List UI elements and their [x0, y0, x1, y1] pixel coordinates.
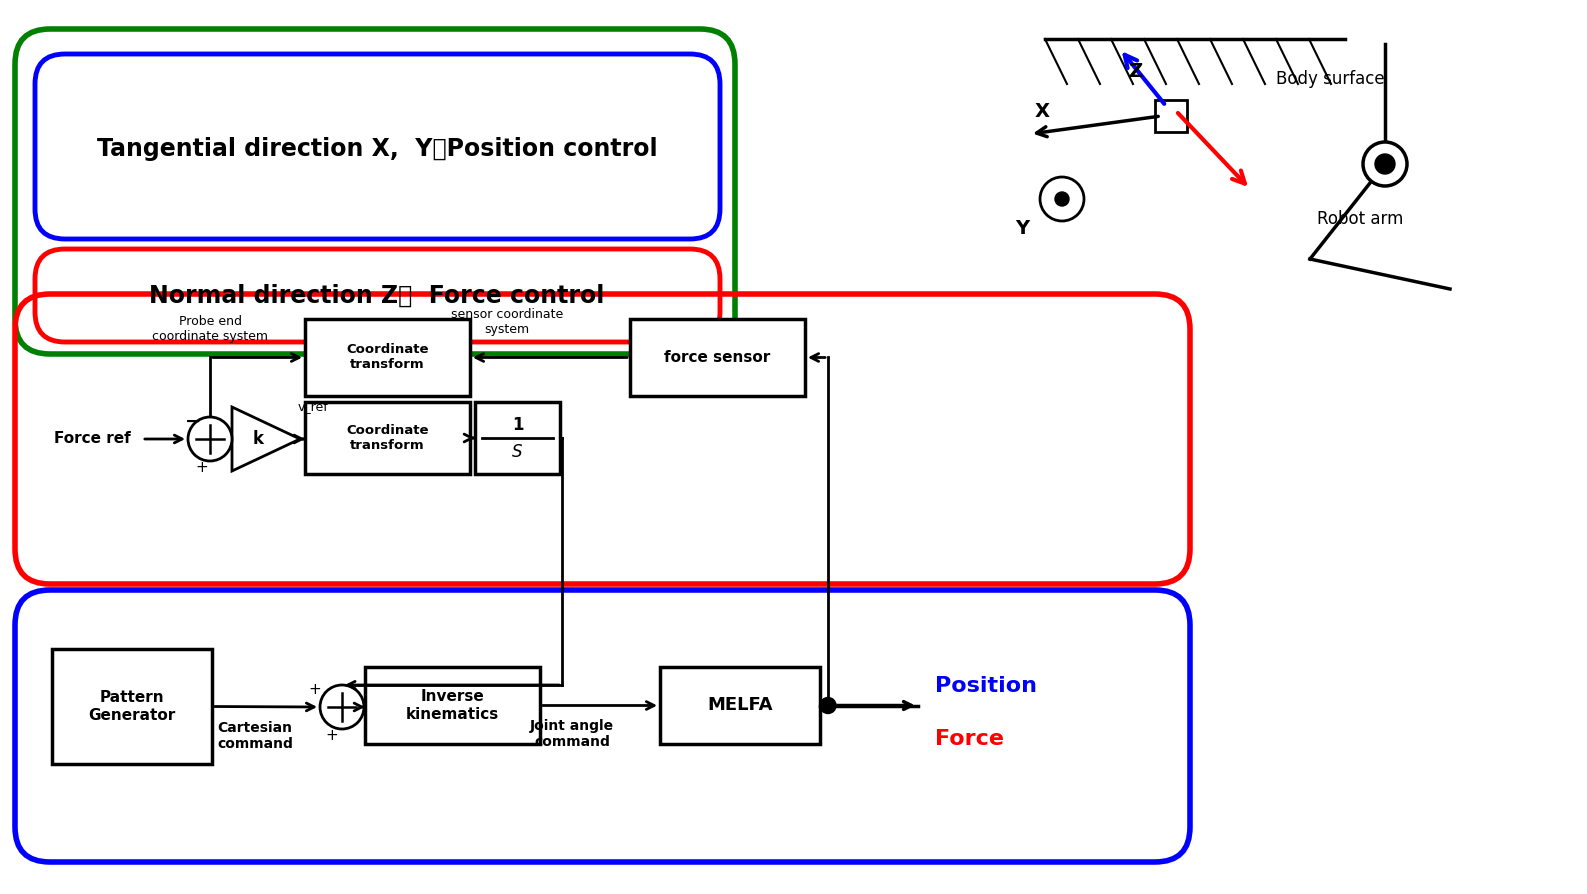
- Circle shape: [820, 697, 836, 713]
- Text: S: S: [513, 443, 522, 461]
- Text: +: +: [325, 728, 338, 743]
- Text: k: k: [252, 430, 263, 448]
- Text: Y: Y: [1016, 220, 1028, 239]
- Text: force sensor: force sensor: [665, 350, 771, 365]
- Text: Z: Z: [1128, 63, 1143, 81]
- Text: Coordinate
transform: Coordinate transform: [346, 424, 428, 452]
- Text: v_ref: v_ref: [298, 401, 329, 414]
- Bar: [365, 667, 540, 744]
- Text: Coordinate
transform: Coordinate transform: [346, 343, 428, 372]
- Text: sensor coordinate
system: sensor coordinate system: [451, 308, 563, 336]
- Bar: [305, 402, 470, 474]
- Text: Force ref: Force ref: [54, 432, 130, 446]
- Text: Normal direction Z：  Force control: Normal direction Z： Force control: [149, 284, 605, 308]
- Text: Position: Position: [935, 676, 1036, 696]
- Bar: [475, 402, 560, 474]
- Text: −: −: [184, 411, 202, 431]
- Circle shape: [187, 417, 232, 461]
- Text: Robot arm: Robot arm: [1317, 210, 1403, 228]
- Text: Cartesian
command: Cartesian command: [217, 721, 294, 751]
- Circle shape: [1055, 192, 1070, 206]
- Bar: [52, 649, 213, 764]
- Circle shape: [321, 685, 363, 729]
- Text: 1: 1: [511, 416, 524, 434]
- Bar: [305, 319, 470, 396]
- Text: +: +: [195, 460, 208, 475]
- Text: MELFA: MELFA: [708, 696, 773, 714]
- Circle shape: [1039, 177, 1084, 221]
- Bar: [660, 667, 820, 744]
- Circle shape: [1363, 142, 1408, 186]
- Circle shape: [1374, 154, 1395, 174]
- Text: +: +: [308, 681, 322, 696]
- Bar: [630, 319, 805, 396]
- Text: Body surface: Body surface: [1276, 70, 1384, 88]
- Text: Joint angle
command: Joint angle command: [530, 719, 614, 749]
- Text: Pattern
Generator: Pattern Generator: [89, 690, 176, 722]
- Bar: [1155, 100, 1187, 132]
- Text: Probe end
coordinate system: Probe end coordinate system: [152, 315, 268, 343]
- Text: Inverse
kinematics: Inverse kinematics: [406, 689, 500, 721]
- Polygon shape: [232, 407, 300, 471]
- Text: X: X: [1035, 103, 1049, 122]
- Text: Force: Force: [935, 729, 1005, 749]
- Text: Tangential direction X,  Y：Position control: Tangential direction X, Y：Position contr…: [97, 137, 657, 161]
